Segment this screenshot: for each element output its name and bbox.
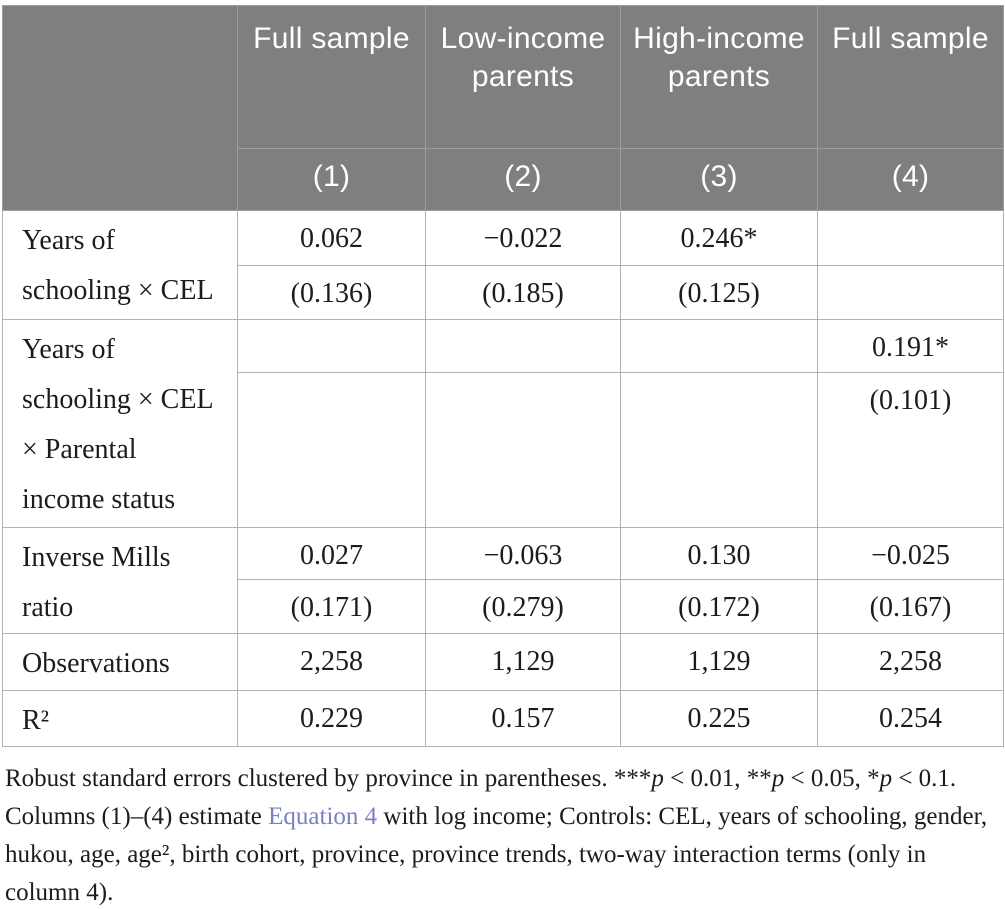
footnote-text: < 0.01, ** — [663, 765, 772, 792]
column-header-high-income-parents: High-income parents — [620, 5, 818, 149]
column-number-2: (2) — [425, 148, 621, 211]
footnote-text: < 0.05, * — [784, 765, 880, 792]
regression-results-table: Full sample Low-income parents High-inco… — [2, 5, 1004, 747]
stderr-cell — [817, 265, 1004, 320]
column-number-4: (4) — [817, 148, 1004, 211]
stderr-cell: (0.171) — [237, 579, 426, 634]
table-row-r-squared: R² 0.229 0.157 0.225 0.254 — [2, 690, 1004, 747]
stderr-cell — [620, 372, 818, 528]
stat-value-cell: 1,129 — [620, 633, 818, 691]
row-label-years-schooling-cel: Years of schooling × CEL — [2, 210, 238, 320]
coefficient-cell: 0.130 — [620, 526, 818, 581]
coefficient-cell: 0.246* — [620, 210, 818, 266]
footnote-text: Robust standard errors clustered by prov… — [5, 765, 652, 792]
row-label-inverse-mills-ratio: Inverse Mills ratio — [2, 527, 238, 634]
table-row-std-errors: (0.136) (0.185) (0.125) — [3, 265, 1004, 320]
stat-value-cell: 0.254 — [817, 690, 1004, 747]
header-numbers-row: (1) (2) (3) (4) — [3, 148, 1004, 211]
coefficient-cell: 0.027 — [237, 526, 426, 581]
stderr-cell: (0.136) — [237, 265, 426, 320]
table-row-observations: Observations 2,258 1,129 1,129 2,258 — [2, 633, 1004, 691]
stderr-cell: (0.185) — [425, 265, 621, 320]
table-body: Years of schooling × CEL 0.062 −0.022 0.… — [2, 210, 1004, 747]
stat-value-cell: 0.225 — [620, 690, 818, 747]
footnote-p-italic: p — [771, 765, 785, 792]
equation-4-link[interactable]: Equation 4 — [268, 803, 378, 830]
footnote-p-italic: p — [879, 765, 893, 792]
coefficient-cell — [237, 319, 426, 373]
footnote-text: < 0.1. Columns (1)–(4) estimate — [5, 765, 957, 830]
coefficient-cell — [425, 319, 621, 373]
coefficient-cell — [620, 319, 818, 373]
table-row-coefficients: Inverse Mills ratio 0.027 −0.063 0.130 −… — [2, 526, 1004, 634]
stderr-cell — [425, 372, 621, 528]
coefficient-cell — [817, 210, 1004, 266]
stat-value-cell: 1,129 — [425, 633, 621, 691]
table-header: Full sample Low-income parents High-inco… — [2, 5, 1004, 211]
table-footnote: Robust standard errors clustered by prov… — [5, 760, 995, 909]
coefficient-cell: 0.191* — [817, 319, 1004, 373]
header-names-row: Full sample Low-income parents High-inco… — [2, 5, 1004, 211]
coefficient-cell: −0.022 — [425, 210, 621, 266]
table-row-std-errors: (0.101) — [3, 372, 1004, 528]
coefficient-cell: −0.025 — [817, 526, 1004, 581]
stderr-cell: (0.101) — [817, 372, 1004, 528]
footnote-p-italic: p — [651, 765, 664, 792]
row-label-observations: Observations — [2, 633, 238, 691]
corner-header-cell — [2, 5, 238, 211]
stat-value-cell: 0.157 — [425, 690, 621, 747]
footnote-text: with log income; Controls: CEL, years of… — [5, 803, 988, 906]
coefficient-cell: −0.063 — [425, 526, 621, 581]
stderr-cell: (0.125) — [620, 265, 818, 320]
stat-value-cell: 2,258 — [817, 633, 1004, 691]
stat-value-cell: 0.229 — [237, 690, 426, 747]
coefficient-cell: 0.062 — [237, 210, 426, 266]
row-label-r-squared: R² — [2, 690, 238, 747]
stderr-cell: (0.172) — [620, 579, 818, 634]
table-row-coefficients: Years of schooling × CEL 0.062 −0.022 0.… — [2, 210, 1004, 320]
column-header-full-sample-2: Full sample — [817, 5, 1004, 149]
column-number-3: (3) — [620, 148, 818, 211]
stderr-cell — [237, 372, 426, 528]
table-row-coefficients: Years of schooling × CEL × Parental inco… — [2, 319, 1004, 528]
column-header-full-sample-1: Full sample — [237, 5, 426, 149]
stderr-cell: (0.279) — [425, 579, 621, 634]
stderr-cell: (0.167) — [817, 579, 1004, 634]
column-header-low-income-parents: Low-income parents — [425, 5, 621, 149]
row-label-triple-interaction: Years of schooling × CEL × Parental inco… — [2, 319, 238, 528]
column-number-1: (1) — [237, 148, 426, 211]
table-row-std-errors: (0.171) (0.279) (0.172) (0.167) — [3, 579, 1004, 634]
stat-value-cell: 2,258 — [237, 633, 426, 691]
